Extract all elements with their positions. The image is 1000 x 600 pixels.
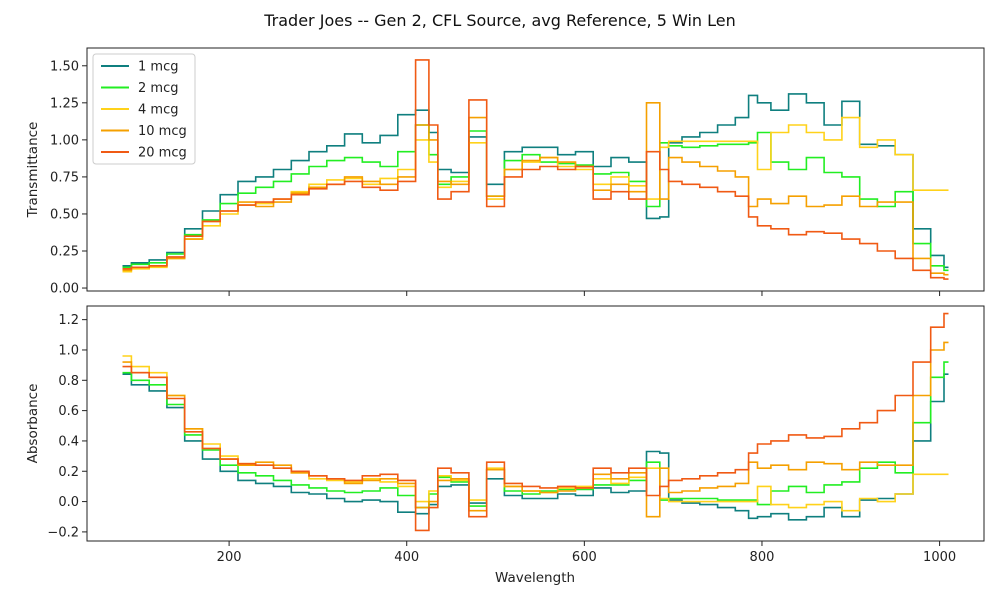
transmittance-y-tick-label: 1.50: [50, 59, 79, 74]
transmittance-series-20-mcg: [122, 59, 949, 280]
absorbance-x-tick-label: 1000: [923, 550, 956, 565]
absorbance-y-tick-label: 1.2: [58, 313, 79, 328]
absorbance-y-tick-label: 0.0: [58, 495, 79, 510]
absorbance-y-tick-label: 0.2: [58, 465, 79, 480]
absorbance-axes: 200 400 600 800 1000 −0.2 0.0 0.2 0.4 0.6 0.8 1.0 1.…: [47, 305, 985, 565]
absorbance-series-10-mcg: [122, 341, 949, 518]
transmittance-y-tick-label: 1.25: [50, 96, 79, 111]
absorbance-series-group: [122, 312, 949, 532]
transmittance-frame: [86, 47, 985, 292]
x-axis-label: Wavelength: [495, 570, 575, 586]
absorbance-y-tick-label: 0.6: [58, 404, 79, 419]
transmittance-y-tick-label: 0.25: [50, 244, 79, 259]
transmittance-series-1-mcg: [122, 93, 949, 269]
legend-entry: 10 mcg: [138, 124, 187, 139]
legend-entry: 2 mcg: [138, 81, 178, 96]
legend-entry: 20 mcg: [138, 146, 187, 161]
transmittance-y-tick-label: 0.50: [50, 207, 79, 222]
transmittance-axes: 0.00 0.25 0.50 0.75 1.00 1.25 1.50: [50, 47, 985, 297]
absorbance-y-label: Absorbance: [25, 384, 41, 464]
absorbance-y-tick-label: 0.4: [58, 434, 79, 449]
transmittance-series-4-mcg: [122, 116, 949, 273]
absorbance-series-20-mcg: [122, 312, 949, 532]
legend: 1 mcg 2 mcg 4 mcg 10 mcg 20 mcg: [92, 53, 196, 165]
legend-entry: 1 mcg: [138, 60, 178, 75]
transmittance-series-group: [122, 59, 949, 280]
absorbance-y-tick-label: 0.8: [58, 374, 79, 389]
absorbance-x-tick-label: 800: [750, 550, 775, 565]
transmittance-y-tick-label: 0.00: [50, 282, 79, 297]
transmittance-series-10-mcg: [122, 102, 949, 276]
figure-title: Trader Joes -- Gen 2, CFL Source, avg Re…: [263, 11, 735, 30]
transmittance-y-tick-label: 0.75: [50, 170, 79, 185]
absorbance-frame: [86, 305, 985, 542]
absorbance-series-1-mcg: [122, 373, 949, 521]
legend-entry: 4 mcg: [138, 103, 178, 118]
absorbance-x-tick-label: 400: [394, 550, 419, 565]
absorbance-y-tick-label: 1.0: [58, 343, 79, 358]
transmittance-plot: 0.00 0.25 0.50 0.75 1.00 1.25 1.50 Transmittan…: [25, 47, 985, 297]
absorbance-x-tick-label: 600: [572, 550, 597, 565]
absorbance-x-tick-label: 200: [217, 550, 242, 565]
transmittance-y-tick-label: 1.00: [50, 133, 79, 148]
absorbance-plot: 200 400 600 800 1000 −0.2 0.0 0.2 0.4 0.6 0.8 1.0 1.…: [25, 305, 985, 565]
absorbance-series-2-mcg: [122, 361, 949, 509]
absorbance-y-tick-label: −0.2: [47, 525, 79, 540]
transmittance-y-label: Transmittance: [25, 122, 41, 219]
legend-box: [92, 53, 196, 165]
